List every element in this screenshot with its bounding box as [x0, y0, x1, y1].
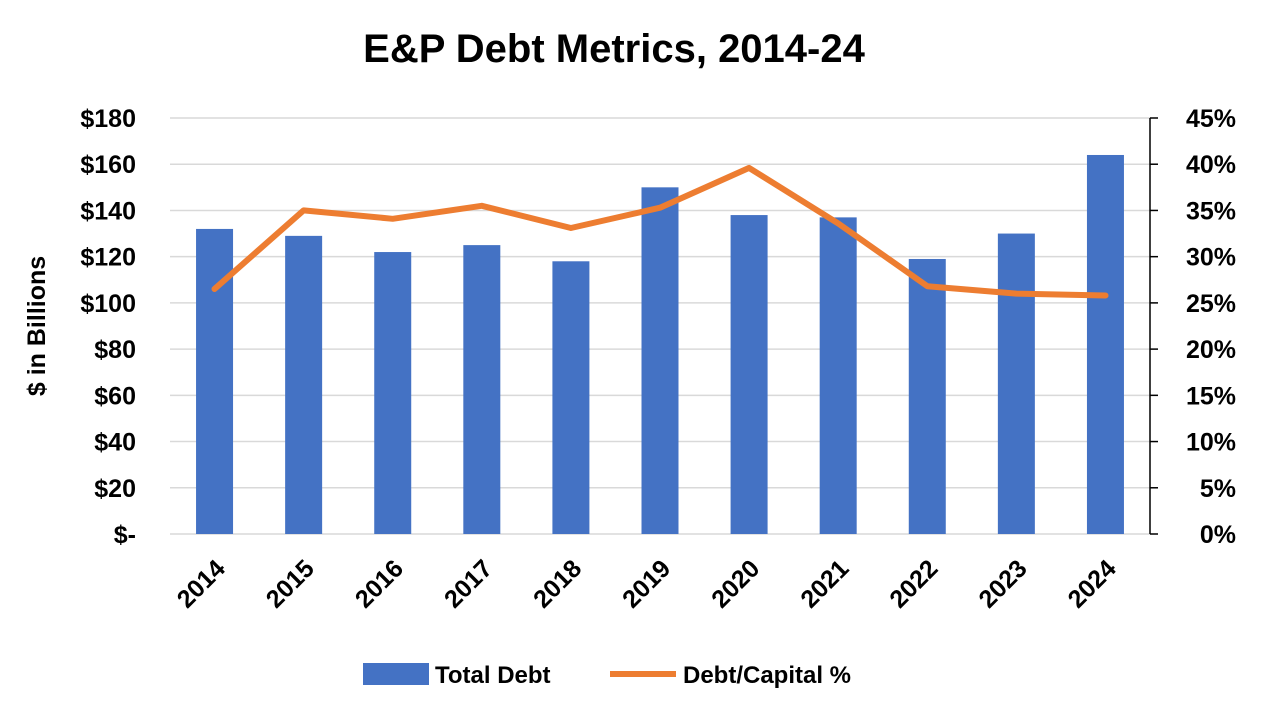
- legend-label-total-debt: Total Debt: [435, 662, 551, 689]
- y-axis-left-ticks: $- $20 $40 $60 $80 $100 $120 $140 $160 $180: [80, 105, 136, 549]
- y-tick-label: $180: [80, 105, 136, 133]
- x-tick-label: 2017: [439, 554, 498, 613]
- bar-2015: [285, 235, 323, 534]
- legend: Total Debt Debt/Capital %: [363, 662, 851, 689]
- y-tick-label: $100: [80, 290, 136, 318]
- y2-tick-label: 10%: [1186, 429, 1236, 457]
- y-axis-title: $ in Billions: [23, 256, 51, 396]
- y-axis-right-ticks: 0% 5% 10% 15% 20% 25% 30% 35% 40% 45%: [1186, 105, 1236, 549]
- y2-tick-label: 0%: [1200, 521, 1236, 549]
- x-tick-label: 2019: [617, 554, 676, 613]
- bar-2023: [997, 233, 1035, 535]
- y2-tick-label: 25%: [1186, 290, 1236, 318]
- x-tick-label: 2021: [795, 554, 854, 613]
- y2-tick-label: 35%: [1186, 197, 1236, 225]
- line-series: [211, 164, 1109, 299]
- x-tick-label: 2014: [172, 554, 231, 613]
- bar-2017: [463, 245, 501, 534]
- legend-label-debt-capital: Debt/Capital %: [683, 662, 851, 689]
- x-tick-label: 2023: [973, 554, 1032, 613]
- y2-tick-label: 30%: [1186, 244, 1236, 272]
- x-tick-label: 2020: [706, 554, 765, 613]
- x-tick-label: 2016: [350, 554, 409, 613]
- bar-2020: [730, 215, 768, 535]
- legend-swatch-total-debt: [363, 663, 429, 685]
- y-tick-label: $60: [94, 382, 136, 410]
- y-tick-label: $40: [94, 429, 136, 457]
- chart-title: E&P Debt Metrics, 2014-24: [363, 27, 865, 71]
- y-tick-label: $160: [80, 151, 136, 179]
- y-tick-label: $140: [80, 197, 136, 225]
- bar-2021: [819, 217, 857, 534]
- y2-tick-label: 20%: [1186, 336, 1236, 364]
- y-tick-label: $80: [94, 336, 136, 364]
- bar-2018: [552, 261, 590, 534]
- x-axis-ticks: 2014 2015 2016 2017 2018 2019 2020 2021 2022 2023…: [172, 554, 1122, 613]
- bar-2022: [908, 258, 946, 534]
- y-tick-label: $120: [80, 244, 136, 272]
- y2-tick-label: 5%: [1200, 475, 1236, 503]
- bars: [196, 154, 1124, 535]
- x-tick-label: 2024: [1063, 554, 1122, 613]
- y2-tick-label: 15%: [1186, 382, 1236, 410]
- x-tick-label: 2022: [884, 554, 943, 613]
- x-tick-label: 2018: [528, 554, 587, 613]
- y2-tick-label: 45%: [1186, 105, 1236, 133]
- y-tick-label: $-: [114, 521, 136, 549]
- y2-tick-label: 40%: [1186, 151, 1236, 179]
- y-axis-right: [1149, 117, 1158, 535]
- bar-2024: [1086, 154, 1124, 534]
- y-tick-label: $20: [94, 475, 136, 503]
- x-tick-label: 2015: [261, 554, 320, 613]
- bar-2019: [641, 187, 679, 535]
- bar-2016: [374, 252, 412, 535]
